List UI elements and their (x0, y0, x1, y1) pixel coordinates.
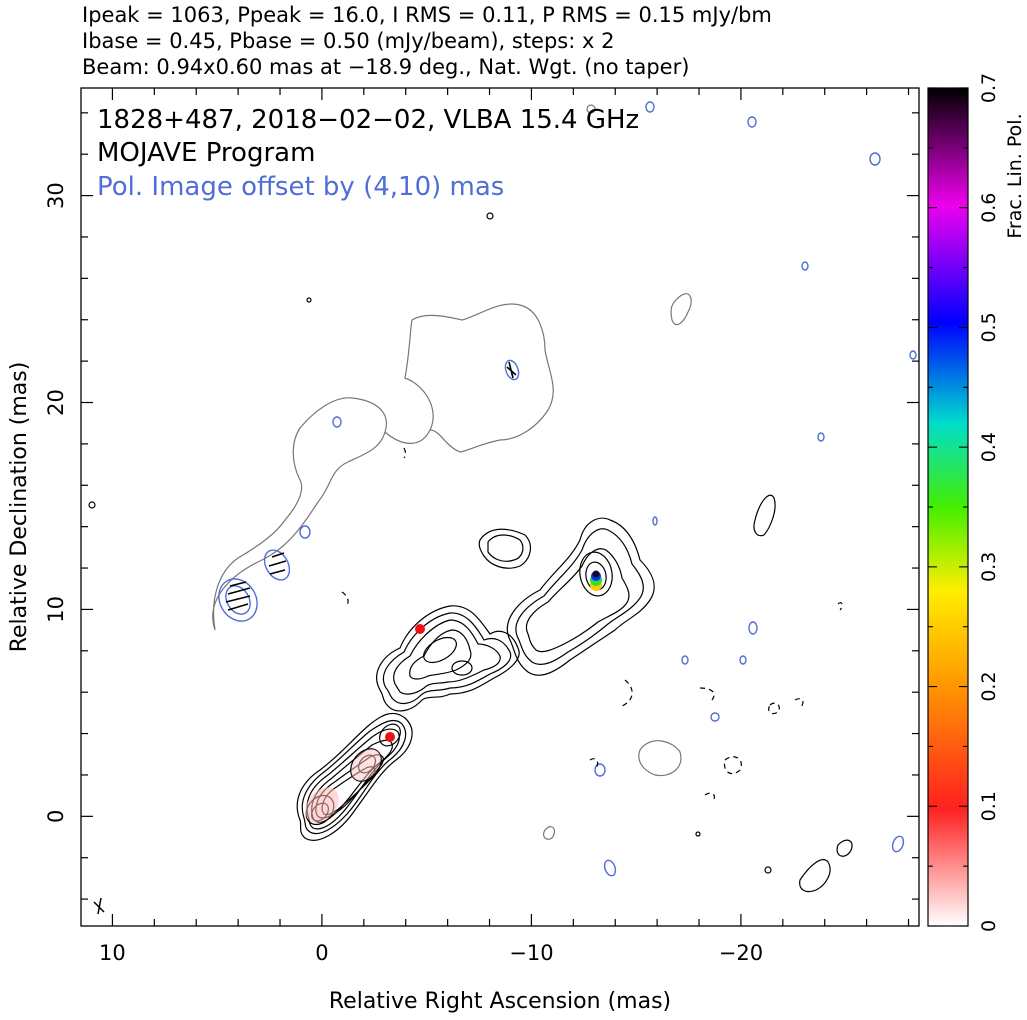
header-line-1: Ipeak = 1063, Ppeak = 16.0, I RMS = 0.11… (82, 3, 772, 27)
colorbar-tick-label: 0.4 (978, 432, 1000, 462)
y-tick-label: 10 (44, 596, 68, 623)
x-tick-label: −20 (719, 941, 763, 965)
beam-marker (93, 897, 105, 915)
colorbar-tick-label: 0.6 (978, 193, 1000, 223)
colorbar-label: Frac. Lin. Pol. (1004, 113, 1026, 238)
colorbar (927, 87, 969, 927)
plot-frame (80, 87, 920, 927)
colorbar-tick-label: 0.1 (978, 791, 1000, 821)
offset-pol-vectors (225, 361, 517, 611)
frac-pol-colored-patches (305, 570, 602, 823)
y-axis-label: Relative Declination (mas) (7, 362, 32, 653)
offset-pol-contours (218, 101, 917, 877)
x-tick-label: −10 (509, 941, 553, 965)
colorbar-tick-label: 0.3 (978, 552, 1000, 582)
stokes-i-contours (88, 212, 853, 893)
offset-pol-ghost-contours (212, 104, 692, 840)
negative-contours (341, 447, 843, 803)
program-annotation: MOJAVE Program (97, 138, 316, 168)
y-tick-label: 0 (44, 810, 68, 823)
header-line-2: Ibase = 0.45, Pbase = 0.50 (mJy/beam), s… (82, 29, 615, 53)
colorbar-tick-label: 0.2 (978, 671, 1000, 701)
colorbar-tick-label: 0 (978, 920, 1000, 932)
y-tick-label: 20 (44, 389, 68, 416)
x-tick-label: 0 (315, 941, 328, 965)
colorbar-tick-label: 0.7 (978, 73, 1000, 103)
header-line-3: Beam: 0.94x0.60 mas at −18.9 deg., Nat. … (82, 55, 690, 79)
y-tick-label: 30 (44, 182, 68, 209)
pol-offset-annotation: Pol. Image offset by (4,10) mas (97, 172, 505, 202)
source-annotation: 1828+487, 2018−02−02, VLBA 15.4 GHz (97, 105, 640, 135)
x-tick-label: 10 (99, 941, 126, 965)
colorbar-tick-label: 0.5 (978, 312, 1000, 342)
x-axis-label: Relative Right Ascension (mas) (329, 989, 671, 1014)
